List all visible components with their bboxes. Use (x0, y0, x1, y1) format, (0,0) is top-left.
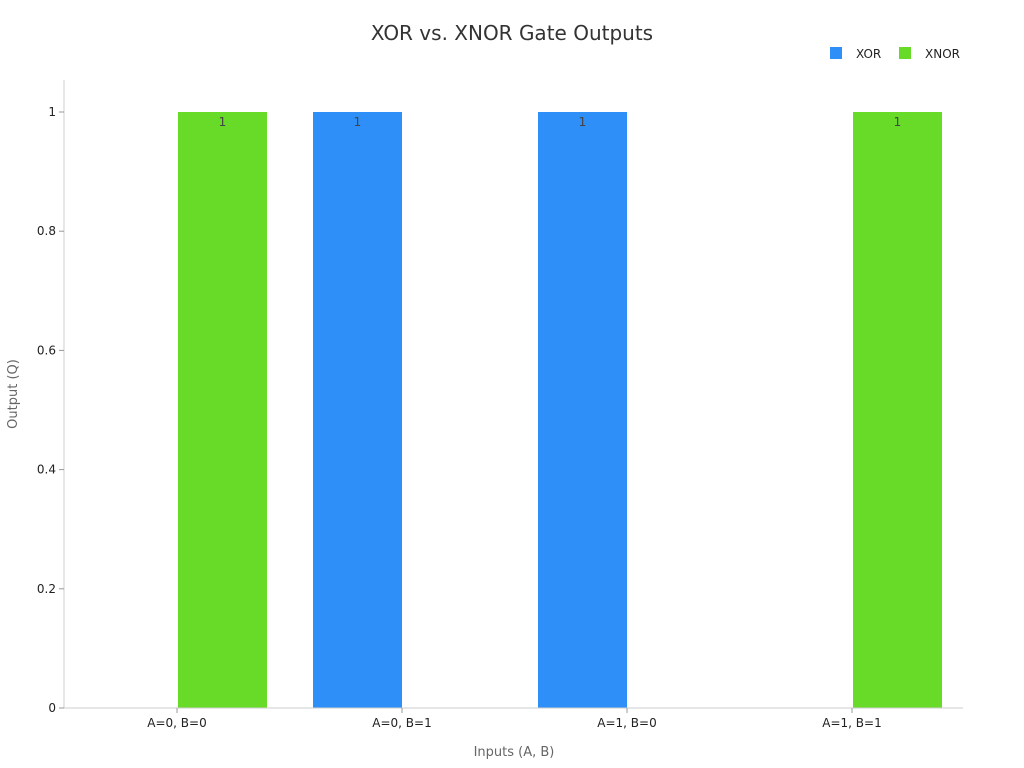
legend-label-xor: XOR (856, 47, 881, 61)
x-tick-label: A=0, B=1 (372, 716, 431, 730)
y-tick-label: 0.4 (37, 463, 56, 477)
chart-title: XOR vs. XNOR Gate Outputs (371, 21, 653, 45)
y-axis-label: Output (Q) (6, 359, 21, 429)
y-tick-label: 0.6 (37, 343, 56, 357)
y-tick-label: 0 (48, 701, 56, 715)
data-label-xor-1: 1 (354, 115, 362, 129)
legend-swatch-xnor (899, 47, 911, 59)
y-tick-label: 0.2 (37, 582, 56, 596)
bar-xor-1 (313, 112, 402, 708)
bars-group (178, 112, 942, 708)
data-labels-group: 1 1 1 1 (219, 115, 902, 129)
legend-label-xnor: XNOR (925, 47, 960, 61)
x-tick-label: A=1, B=1 (822, 716, 881, 730)
data-label-xor-2: 1 (579, 115, 587, 129)
bar-xnor-3 (853, 112, 942, 708)
x-tick-label: A=1, B=0 (597, 716, 656, 730)
x-axis: A=0, B=0 A=0, B=1 A=1, B=0 A=1, B=1 (64, 707, 963, 730)
y-tick-label: 1 (48, 105, 56, 119)
x-axis-label: Inputs (A, B) (474, 745, 555, 760)
x-tick-label: A=0, B=0 (147, 716, 206, 730)
data-label-xnor-3: 1 (894, 115, 902, 129)
plot-area: 1 1 1 1 0 0.2 0.4 0.6 0.8 1 A=0, B=0 A=0, B=1 A=1,… (37, 80, 963, 730)
bar-xor-2 (538, 112, 627, 708)
y-axis: 0 0.2 0.4 0.6 0.8 1 (37, 80, 65, 715)
legend: XOR XNOR (830, 47, 960, 61)
bar-xnor-0 (178, 112, 267, 708)
y-tick-label: 0.8 (37, 224, 56, 238)
data-label-xnor-0: 1 (219, 115, 227, 129)
legend-swatch-xor (830, 47, 842, 59)
